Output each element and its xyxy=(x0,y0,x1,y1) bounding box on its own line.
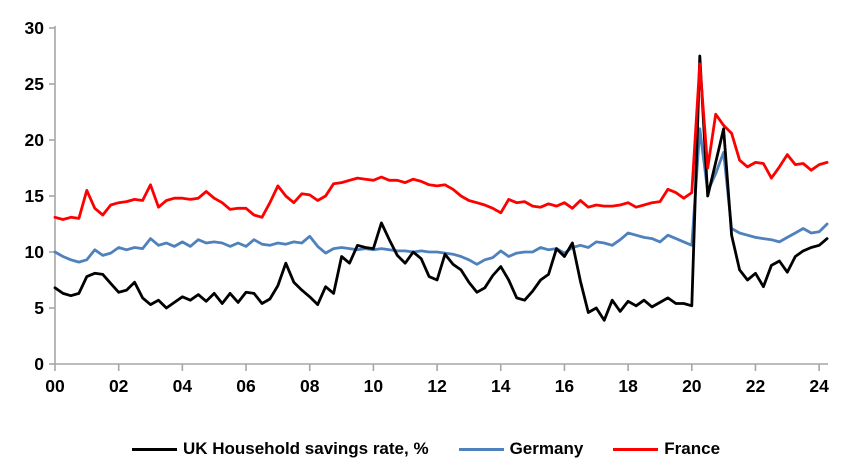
legend-label-france: France xyxy=(664,439,721,458)
series-line-france xyxy=(53,62,829,221)
germany-line-swatch xyxy=(458,447,504,451)
x-axis-tick-label: 06 xyxy=(236,376,256,396)
line-chart-canvas: 0 5 10 15 20 25 30 00 02 04 06 08 10 12 14 16 18 20 22 24 xyxy=(25,18,830,396)
legend-item-uk: UK Household savings rate, % xyxy=(131,439,429,459)
x-axis-tick-label: 24 xyxy=(809,376,829,396)
x-axis-tick-label: 00 xyxy=(45,376,65,396)
x-axis-tick-label: 12 xyxy=(427,376,447,396)
uk-line-swatch xyxy=(131,447,177,451)
series-line-uk-household-savings-rate xyxy=(53,54,829,322)
legend-label-germany: Germany xyxy=(509,439,584,458)
x-axis-tick-label: 22 xyxy=(746,376,766,396)
x-axis-tick-label: 14 xyxy=(491,376,511,396)
x-axis-tick-label: 10 xyxy=(364,376,384,396)
x-axis-tick-label: 02 xyxy=(109,376,129,396)
y-axis-tick-label: 15 xyxy=(25,186,45,206)
chart-legend: UK Household savings rate, % Germany Fra… xyxy=(0,432,852,466)
x-axis-tick-label: 16 xyxy=(555,376,575,396)
axes: 0 5 10 15 20 25 30 00 02 04 06 08 10 12 14 16 18 20 22 24 xyxy=(25,18,830,396)
y-axis-tick-label: 20 xyxy=(25,130,45,150)
x-axis-tick-label: 04 xyxy=(173,376,193,396)
y-axis-tick-label: 25 xyxy=(25,74,45,94)
y-axis-tick-label: 5 xyxy=(34,298,44,318)
y-axis-tick-label: 0 xyxy=(34,354,44,374)
legend-label-uk: UK Household savings rate, % xyxy=(182,439,429,458)
y-axis-tick-label: 10 xyxy=(25,242,45,262)
france-line-swatch xyxy=(613,447,659,451)
x-axis-tick-label: 20 xyxy=(682,376,702,396)
y-axis-tick-label: 30 xyxy=(25,18,45,38)
x-axis-tick-label: 08 xyxy=(300,376,320,396)
series-line-germany xyxy=(53,127,829,266)
x-axis-tick-label: 18 xyxy=(618,376,638,396)
savings-rate-chart: 0 5 10 15 20 25 30 00 02 04 06 08 10 12 14 16 18 20 22 24 xyxy=(25,18,830,396)
legend-item-france: France xyxy=(613,439,720,459)
legend-item-germany: Germany xyxy=(458,439,584,459)
